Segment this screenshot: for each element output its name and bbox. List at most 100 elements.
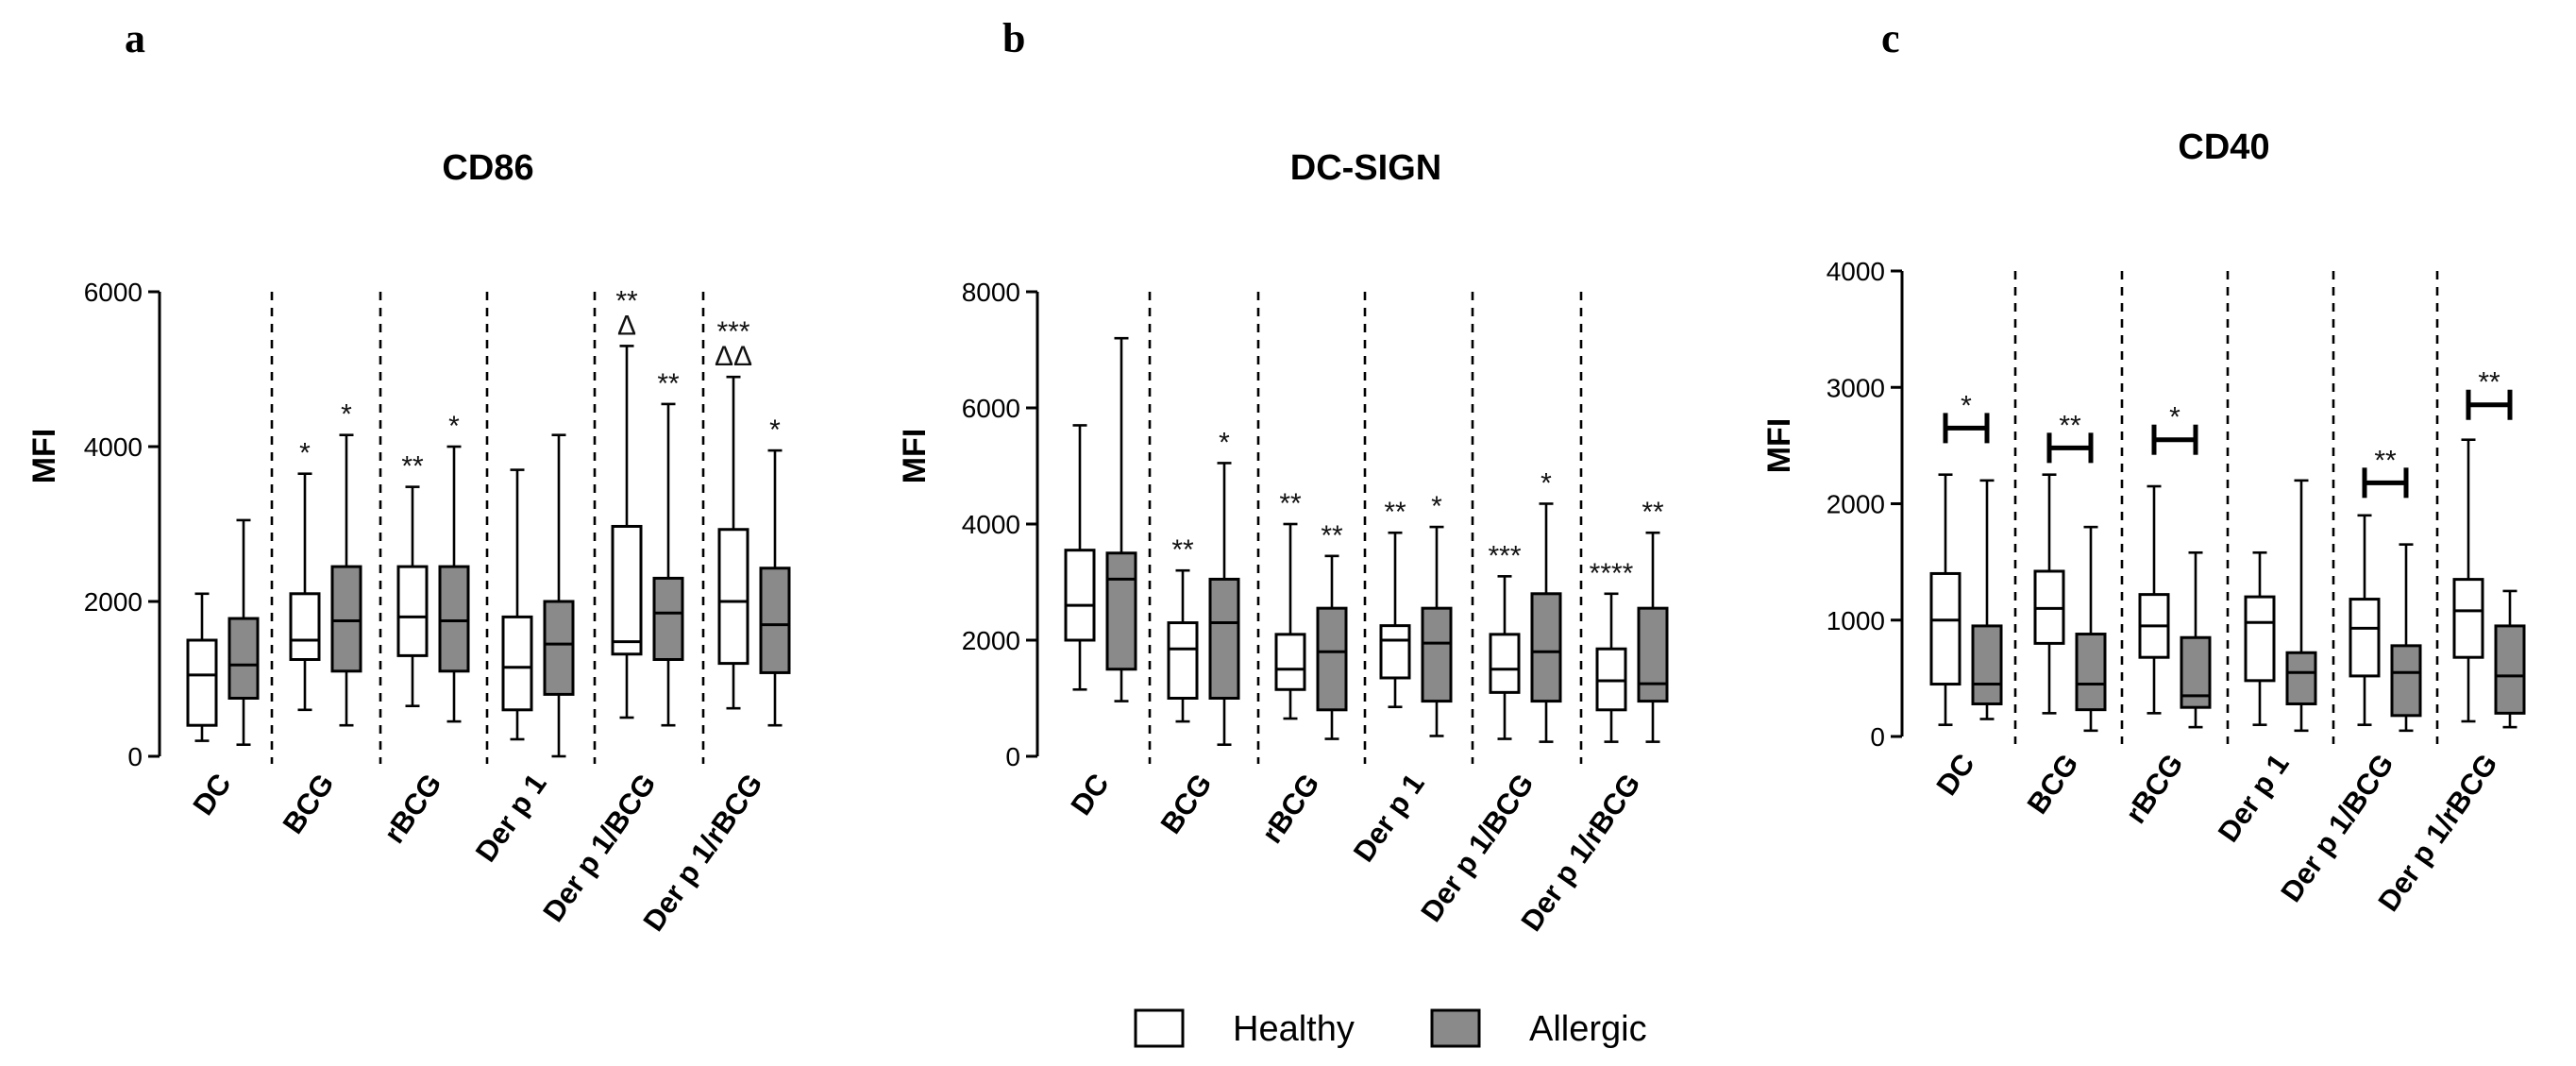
box-allergic	[1421, 606, 1453, 703]
significance-line: **	[657, 368, 680, 399]
box-healthy	[2349, 598, 2381, 678]
significance-label: *	[1431, 491, 1442, 522]
box-allergic	[1105, 551, 1137, 671]
panel-cd40: c CD40 MFI 0 1000 2000 3000 4000 DC BCG rBCG Der…	[1761, 15, 2526, 917]
y-tick-label: 4000	[962, 510, 1020, 539]
box-allergic	[543, 600, 575, 696]
significance-label: **	[657, 368, 680, 399]
x-tick-label-der-p-1-bcg: Der p 1/BCG	[536, 768, 662, 928]
significance-label: **	[1384, 497, 1406, 528]
y-tick-label: 3000	[1827, 373, 1885, 402]
box-healthy	[1379, 624, 1411, 680]
box-allergic	[1316, 606, 1348, 712]
significance-label: **	[1171, 534, 1194, 566]
box-allergic	[2390, 644, 2422, 718]
comparison-significance: **	[2478, 367, 2500, 398]
y-tick-label: 0	[127, 742, 143, 771]
panel-letter: c	[1881, 15, 1900, 61]
significance-line: *	[1431, 491, 1442, 522]
box-healthy	[611, 524, 643, 656]
legend: Healthy Allergic	[1134, 1008, 1647, 1049]
significance-label: **	[401, 451, 424, 482]
significance-line: **	[1642, 497, 1664, 528]
significance-line: *	[769, 415, 781, 446]
significance-line: **	[401, 451, 424, 482]
box-allergic	[1208, 577, 1240, 700]
box-allergic	[1971, 624, 2003, 705]
box-allergic	[759, 567, 791, 674]
y-tick-label: 2000	[84, 587, 143, 617]
box-allergic	[227, 617, 260, 700]
significance-line: Δ	[617, 310, 636, 341]
y-tick-label: 6000	[84, 278, 143, 307]
chart-title: CD40	[2178, 127, 2269, 167]
significance-label: *	[1541, 467, 1552, 499]
x-tick-label-der-p-1: Der p 1	[2212, 748, 2296, 848]
box-healthy	[1064, 549, 1096, 642]
box-healthy	[1489, 633, 1521, 694]
y-tick-label: 4000	[1827, 257, 1885, 286]
significance-label: *	[1219, 427, 1230, 458]
x-tick-label-der-p-1: Der p 1	[469, 768, 553, 868]
x-tick-label-dc: DC	[186, 768, 237, 821]
legend-label-allergic: Allergic	[1529, 1009, 1647, 1049]
significance-label: ** Δ	[615, 285, 638, 341]
significance-line: *	[448, 411, 460, 442]
x-tick-label-bcg: BCG	[2021, 748, 2085, 821]
significance-label: *	[341, 399, 352, 431]
panel-letter: b	[1002, 15, 1025, 61]
box-healthy	[1929, 571, 1961, 686]
significance-line: **	[1171, 534, 1194, 566]
panel-dc-sign: b DC-SIGN MFI 0 2000 4000 6000 8000 DC BCG rBCG…	[897, 15, 1669, 937]
significance-line: **	[1279, 488, 1302, 519]
comparison-significance: **	[2059, 410, 2081, 441]
box-healthy	[501, 615, 533, 712]
significance-label: **	[1321, 520, 1343, 551]
y-tick-label: 2000	[962, 626, 1020, 655]
x-tick-label-der-p-1-bcg: Der p 1/BCG	[1414, 768, 1540, 928]
significance-line: **	[615, 285, 638, 316]
box-healthy	[1595, 647, 1627, 712]
legend-label-healthy: Healthy	[1233, 1009, 1355, 1049]
significance-line: ****	[1590, 558, 1634, 589]
x-tick-label-dc: DC	[1064, 768, 1115, 821]
significance-line: *	[1541, 467, 1552, 499]
y-tick-label: 0	[1005, 742, 1020, 771]
box-healthy	[186, 638, 218, 727]
box-allergic	[2494, 624, 2526, 715]
y-axis-label: MFI	[897, 429, 933, 484]
box-allergic	[330, 565, 362, 673]
significance-line: ***	[716, 316, 749, 347]
significance-label: **	[1279, 488, 1302, 519]
box-healthy	[1274, 633, 1306, 691]
significance-label: *	[299, 438, 311, 469]
y-tick-label: 8000	[962, 278, 1020, 307]
box-allergic	[1637, 606, 1669, 703]
significance-label: *	[769, 415, 781, 446]
y-tick-label: 2000	[1827, 490, 1885, 519]
box-allergic	[2285, 651, 2317, 705]
legend-swatch-allergic	[1430, 1008, 1481, 1048]
panel-letter: a	[125, 15, 145, 61]
x-tick-label-der-p-1: Der p 1	[1347, 768, 1431, 868]
box-healthy	[2452, 578, 2484, 659]
significance-line: *	[341, 399, 352, 431]
box-allergic	[2075, 633, 2107, 712]
box-healthy	[2244, 595, 2276, 683]
comparison-significance: *	[2169, 402, 2180, 433]
significance-line: *	[1219, 427, 1230, 458]
x-tick-label-bcg: BCG	[277, 768, 341, 840]
box-healthy	[396, 565, 429, 657]
box-allergic	[652, 576, 684, 662]
significance-line: *	[299, 438, 311, 469]
significance-label: ****	[1590, 558, 1634, 589]
legend-swatch-healthy	[1134, 1008, 1185, 1048]
box-allergic	[438, 565, 470, 673]
comparison-significance: *	[1961, 390, 1972, 421]
x-tick-label-dc: DC	[1929, 748, 1980, 802]
x-tick-label-rbcg: rBCG	[378, 768, 448, 849]
